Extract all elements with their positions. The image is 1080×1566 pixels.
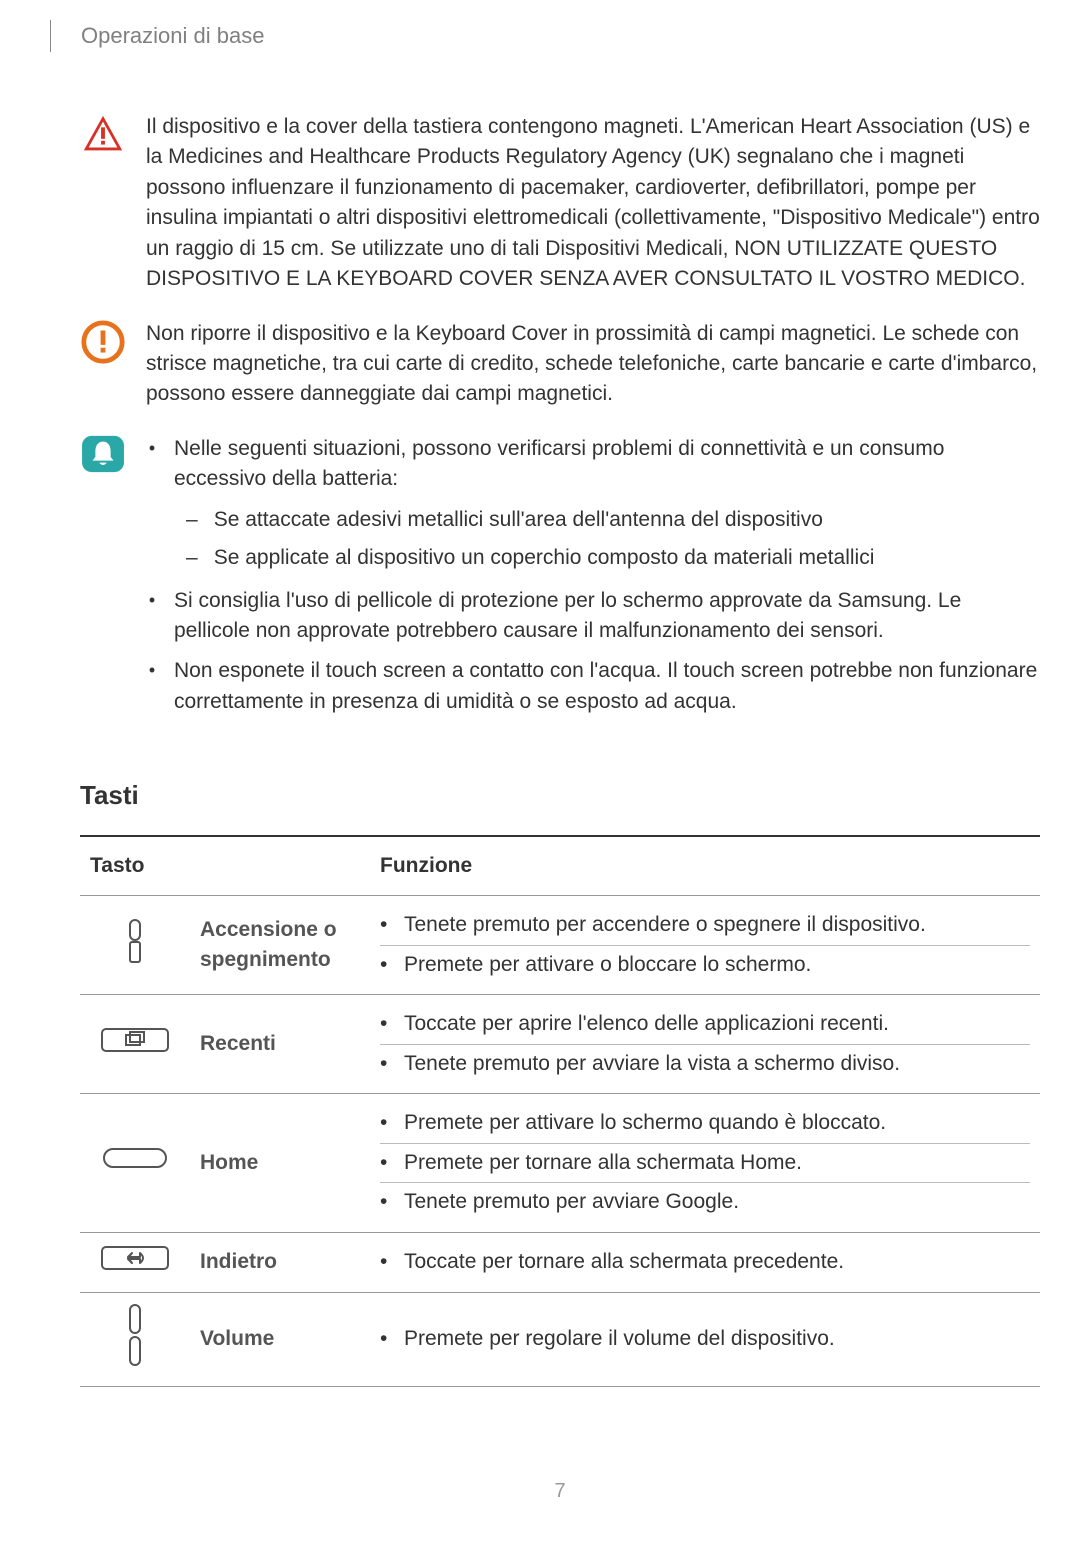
info-bullet: Si consiglia l'uso di pellicole di prote… [146, 586, 1040, 647]
func-item: Tenete premuto per accendere o spegnere … [380, 906, 1030, 944]
table-row: Volume Premete per regolare il volume de… [80, 1292, 1040, 1386]
func-item: Tenete premuto per avviare Google. [380, 1182, 1030, 1221]
warning-triangle-icon [80, 112, 126, 158]
breadcrumb: Operazioni di base [51, 20, 264, 52]
info-bullet: Nelle seguenti situazioni, possono verif… [146, 434, 1040, 495]
caution-circle-icon [80, 319, 126, 365]
keys-table: Tasto Funzione Accensione o spegnimento … [80, 835, 1040, 1387]
table-row: Indietro Toccate per tornare alla scherm… [80, 1232, 1040, 1292]
danger-text: Il dispositivo e la cover della tastiera… [146, 112, 1040, 295]
info-subitem: Se applicate al dispositivo un coperchio… [186, 543, 1040, 573]
key-name: Recenti [190, 995, 370, 1094]
func-item: Toccate per aprire l'elenco delle applic… [380, 1005, 1030, 1043]
info-notice: Nelle seguenti situazioni, possono verif… [80, 434, 1040, 728]
table-row: Accensione o spegnimento Tenete premuto … [80, 896, 1040, 995]
info-subitem: Se attaccate adesivi metallici sull'area… [186, 505, 1040, 535]
func-item: Premete per attivare lo schermo quando è… [380, 1104, 1030, 1142]
key-name: Volume [190, 1292, 370, 1386]
key-name: Home [190, 1094, 370, 1232]
section-heading: Tasti [80, 777, 1040, 815]
func-item: Toccate per tornare alla schermata prece… [380, 1243, 1030, 1281]
th-key: Tasto [80, 836, 370, 896]
table-row: Home Premete per attivare lo schermo qua… [80, 1094, 1040, 1232]
key-name: Accensione o spegnimento [190, 896, 370, 995]
back-key-icon [100, 1243, 170, 1273]
power-key-icon [124, 918, 146, 964]
key-name: Indietro [190, 1232, 370, 1292]
home-key-icon [100, 1143, 170, 1173]
func-item: Premete per regolare il volume del dispo… [380, 1320, 1030, 1358]
volume-key-icon [124, 1303, 146, 1367]
func-item: Tenete premuto per avviare la vista a sc… [380, 1044, 1030, 1083]
func-item: Premete per tornare alla schermata Home. [380, 1143, 1030, 1182]
danger-notice: Il dispositivo e la cover della tastiera… [80, 112, 1040, 295]
func-item: Premete per attivare o bloccare lo scher… [380, 945, 1030, 984]
th-function: Funzione [370, 836, 1040, 896]
caution-text: Non riporre il dispositivo e la Keyboard… [146, 319, 1040, 410]
info-bullet: Non esponete il touch screen a contatto … [146, 656, 1040, 717]
page-number: 7 [80, 1477, 1040, 1506]
recents-key-icon [100, 1025, 170, 1055]
caution-notice: Non riporre il dispositivo e la Keyboard… [80, 319, 1040, 410]
table-row: Recenti Toccate per aprire l'elenco dell… [80, 995, 1040, 1094]
bell-icon [80, 434, 126, 474]
